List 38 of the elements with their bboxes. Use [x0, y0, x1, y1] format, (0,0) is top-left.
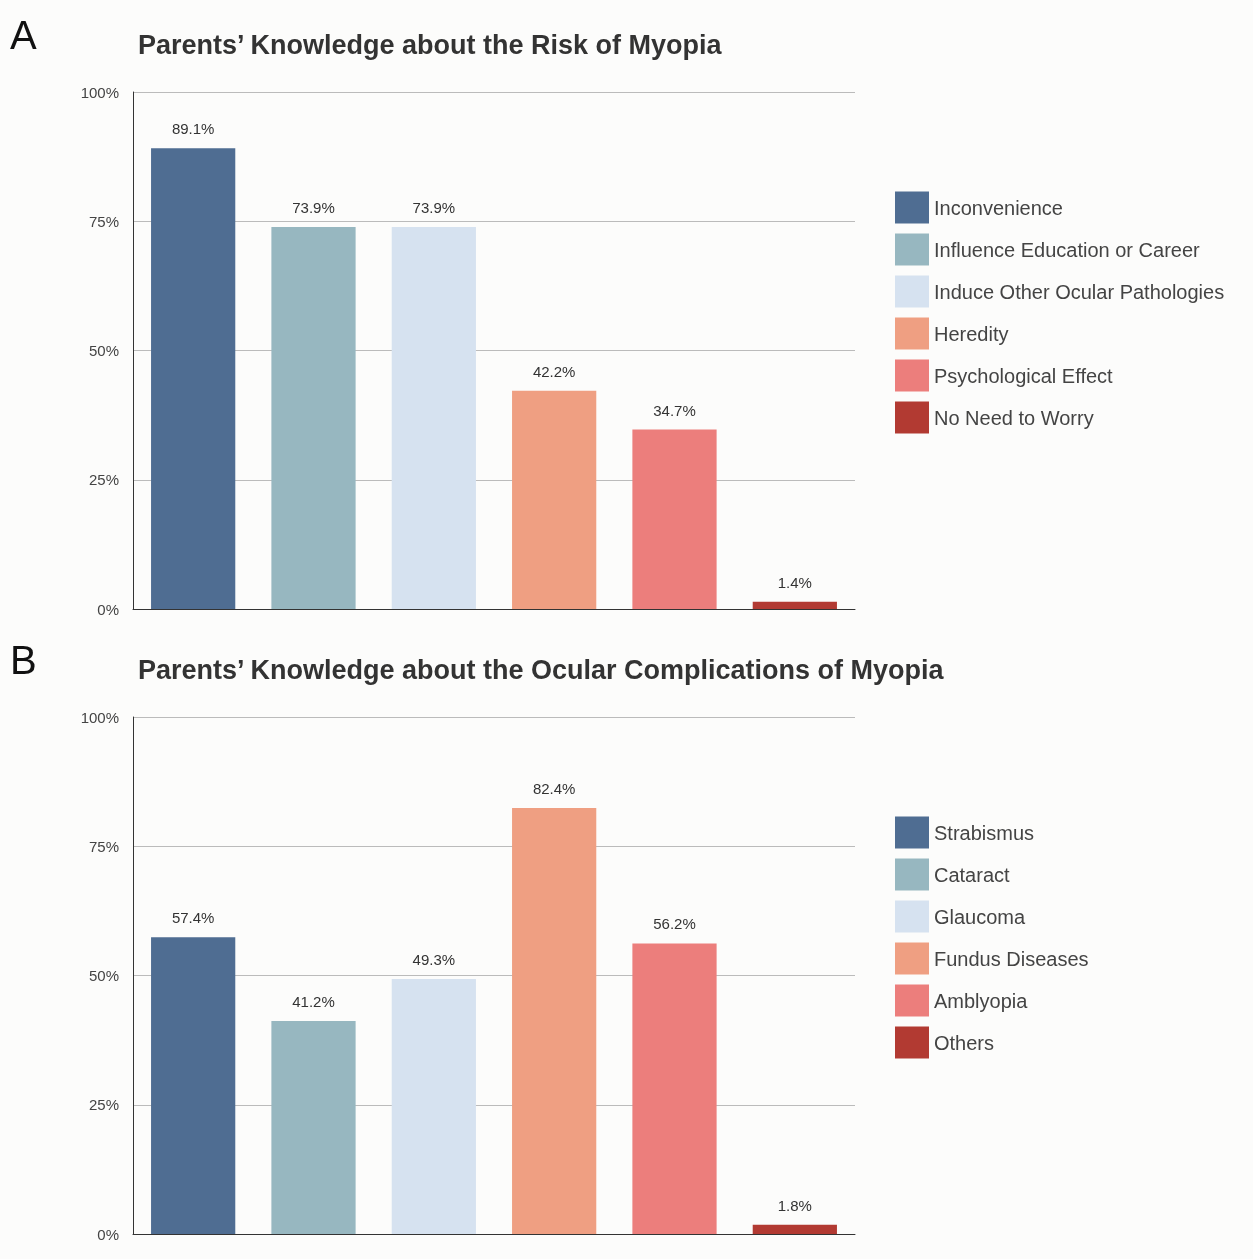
- data-label: 73.9%: [292, 198, 335, 216]
- chart-title: Parents’ Knowledge about the Ocular Complications of Myopia: [138, 654, 945, 685]
- data-label: 34.7%: [653, 401, 696, 419]
- legend-label: Inconvenience: [934, 196, 1063, 219]
- legend-label: Fundus Diseases: [934, 947, 1089, 970]
- data-label: 41.2%: [292, 993, 335, 1010]
- text: B: [10, 638, 37, 682]
- data-label: 1.8%: [777, 1196, 812, 1214]
- legend-label: Cataract: [934, 863, 1011, 886]
- y-tick-label: 0%: [97, 1225, 119, 1243]
- data-label: 1.4%: [777, 573, 812, 591]
- data-label: 89.1%: [171, 120, 215, 138]
- y-tick-label: 0%: [97, 600, 119, 618]
- legend-label: Strabismus: [934, 821, 1035, 844]
- legend-label: Glaucoma: [934, 905, 1027, 928]
- data-label: 42.2%: [532, 362, 576, 380]
- y-tick-label: 50%: [88, 967, 119, 984]
- data-label: 49.3%: [412, 951, 456, 969]
- legend-label: Influence Education or Career: [934, 238, 1201, 261]
- data-label: 82.4%: [532, 779, 576, 797]
- y-tick-label: 75%: [88, 837, 119, 855]
- y-tick-label: 50%: [88, 342, 119, 359]
- y-tick-label: 75%: [88, 212, 119, 230]
- y-tick-label: 100%: [80, 708, 119, 726]
- y-tick-label: 25%: [88, 471, 119, 489]
- legend-label: No Need to Worry: [934, 406, 1094, 429]
- text: A: [10, 13, 37, 57]
- data-label: 57.4%: [171, 909, 215, 927]
- chart-title: Parents’ Knowledge about the Risk of Myopia: [138, 29, 723, 60]
- legend-label: Induce Other Ocular Pathologies: [934, 280, 1225, 303]
- y-tick-label: 100%: [80, 83, 119, 101]
- data-label: 73.9%: [412, 198, 456, 216]
- legend-label: Others: [934, 1031, 995, 1054]
- y-tick-label: 25%: [88, 1096, 119, 1114]
- legend-label: Amblyopia: [934, 989, 1029, 1012]
- data-label: 56.2%: [653, 915, 696, 933]
- legend-label: Psychological Effect: [934, 364, 1114, 387]
- legend-label: Heredity: [934, 322, 1009, 345]
